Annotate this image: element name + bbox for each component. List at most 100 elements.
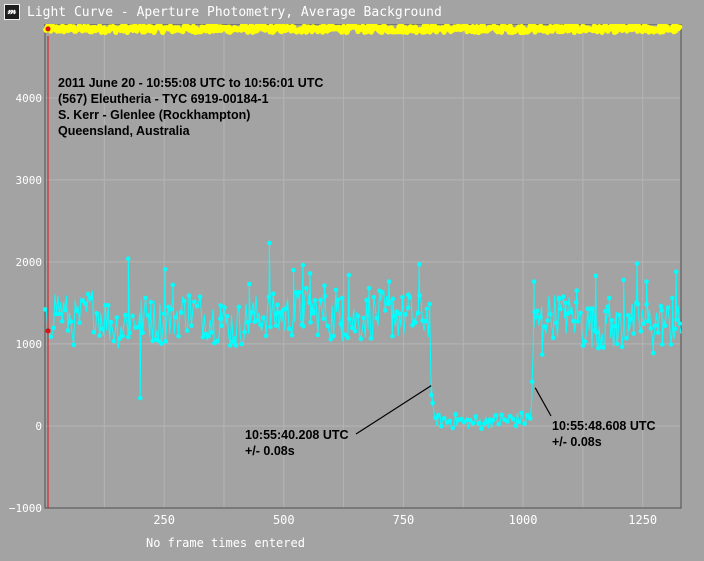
target-data-point [283,306,289,311]
target-data-point [582,339,588,344]
target-data-point [450,425,456,431]
target-data-point [200,334,206,340]
target-data-point [390,333,395,339]
target-data-point [85,291,91,297]
target-data-point [303,285,309,291]
target-data-point [222,305,227,310]
target-data-point [635,301,641,307]
target-data-point [65,328,71,333]
y-tick-label: 2000 [16,256,43,269]
target-data-point [352,328,358,334]
target-data-point [268,324,273,330]
target-data-point [619,344,625,350]
target-data-point [242,329,247,335]
target-data-point [516,419,522,425]
target-data-point [162,266,168,272]
target-data-point [673,269,679,275]
target-data-point [542,324,547,329]
target-data-point [493,413,499,418]
target-data-point [184,328,190,333]
target-data-point [563,300,568,306]
target-data-point [286,326,292,332]
target-data-point [413,320,418,325]
target-data-point [194,303,200,309]
frame-cursor[interactable] [45,26,51,508]
target-data-point [609,318,615,323]
target-data-point [558,306,563,312]
target-data-point [415,310,421,316]
disappearance-pointer [355,385,432,435]
observation-info-line: Queensland, Australia [58,124,191,138]
target-data-point [322,293,328,299]
target-data-point [77,320,82,325]
target-data-point [249,310,255,315]
target-data-point [51,325,56,331]
target-data-point [662,323,668,329]
y-tick-label: 1000 [16,338,43,351]
target-data-point [342,332,348,337]
target-data-point [490,417,496,423]
target-data-point [614,341,620,347]
target-data-point [655,330,661,335]
target-data-point [397,311,402,317]
target-data-point [140,330,145,336]
target-data-point [247,281,252,287]
target-data-point [496,421,501,427]
target-data-point [416,262,422,267]
target-data-point [338,321,344,327]
target-data-point [125,334,131,340]
target-data-point [91,329,97,335]
target-data-point [504,419,510,424]
target-data-point [312,298,318,303]
target-data-point [441,415,447,421]
target-data-point [593,273,599,279]
window-title: Light Curve - Aperture Photometry, Avera… [27,5,442,20]
target-data-point [626,312,631,318]
target-data-point [525,412,530,418]
reappearance-time-label: 10:55:48.608 UTC [552,419,656,433]
target-data-point [176,333,181,339]
target-data-point [48,334,54,340]
target-data-point [513,423,519,429]
target-data-point [347,316,352,322]
target-data-point [258,322,263,328]
target-data-point [307,271,313,276]
target-data-point [507,413,513,419]
x-tick-label: 250 [153,513,175,527]
target-data-point [648,325,654,331]
target-data-point [652,323,658,328]
target-data-point [674,317,679,322]
target-data-point [527,416,533,421]
target-data-point [550,335,556,341]
light-curve-chart[interactable]: 250 500 750 1000 1250−100001000200030004000 … [0,24,704,530]
target-data-point [467,417,473,423]
target-data-point [578,310,583,316]
target-data-point [374,315,379,321]
target-data-point [529,379,535,384]
target-data-point [59,318,65,324]
target-data-point [660,342,665,347]
target-data-point [574,288,579,293]
target-data-point [447,418,453,424]
target-data-point [108,319,114,325]
target-data-point [192,299,197,305]
target-data-point [382,308,388,313]
x-tick-label: 750 [393,513,415,527]
target-data-point [266,294,272,300]
target-data-point [601,345,606,350]
target-data-point [459,416,464,422]
target-data-point [535,308,540,314]
target-data-point [206,333,211,339]
target-data-point [127,330,133,336]
target-data-point [621,277,626,283]
target-data-point [289,332,295,338]
y-tick-label: 4000 [16,92,43,105]
target-data-point [218,303,223,308]
target-data-point [170,282,176,288]
target-data-point [278,310,283,315]
target-data-point [169,307,174,312]
target-data-point [130,313,135,319]
target-data-point [321,316,326,322]
target-data-point [436,412,441,418]
light-curve-app-icon[interactable]: 𝓂 [4,4,20,20]
